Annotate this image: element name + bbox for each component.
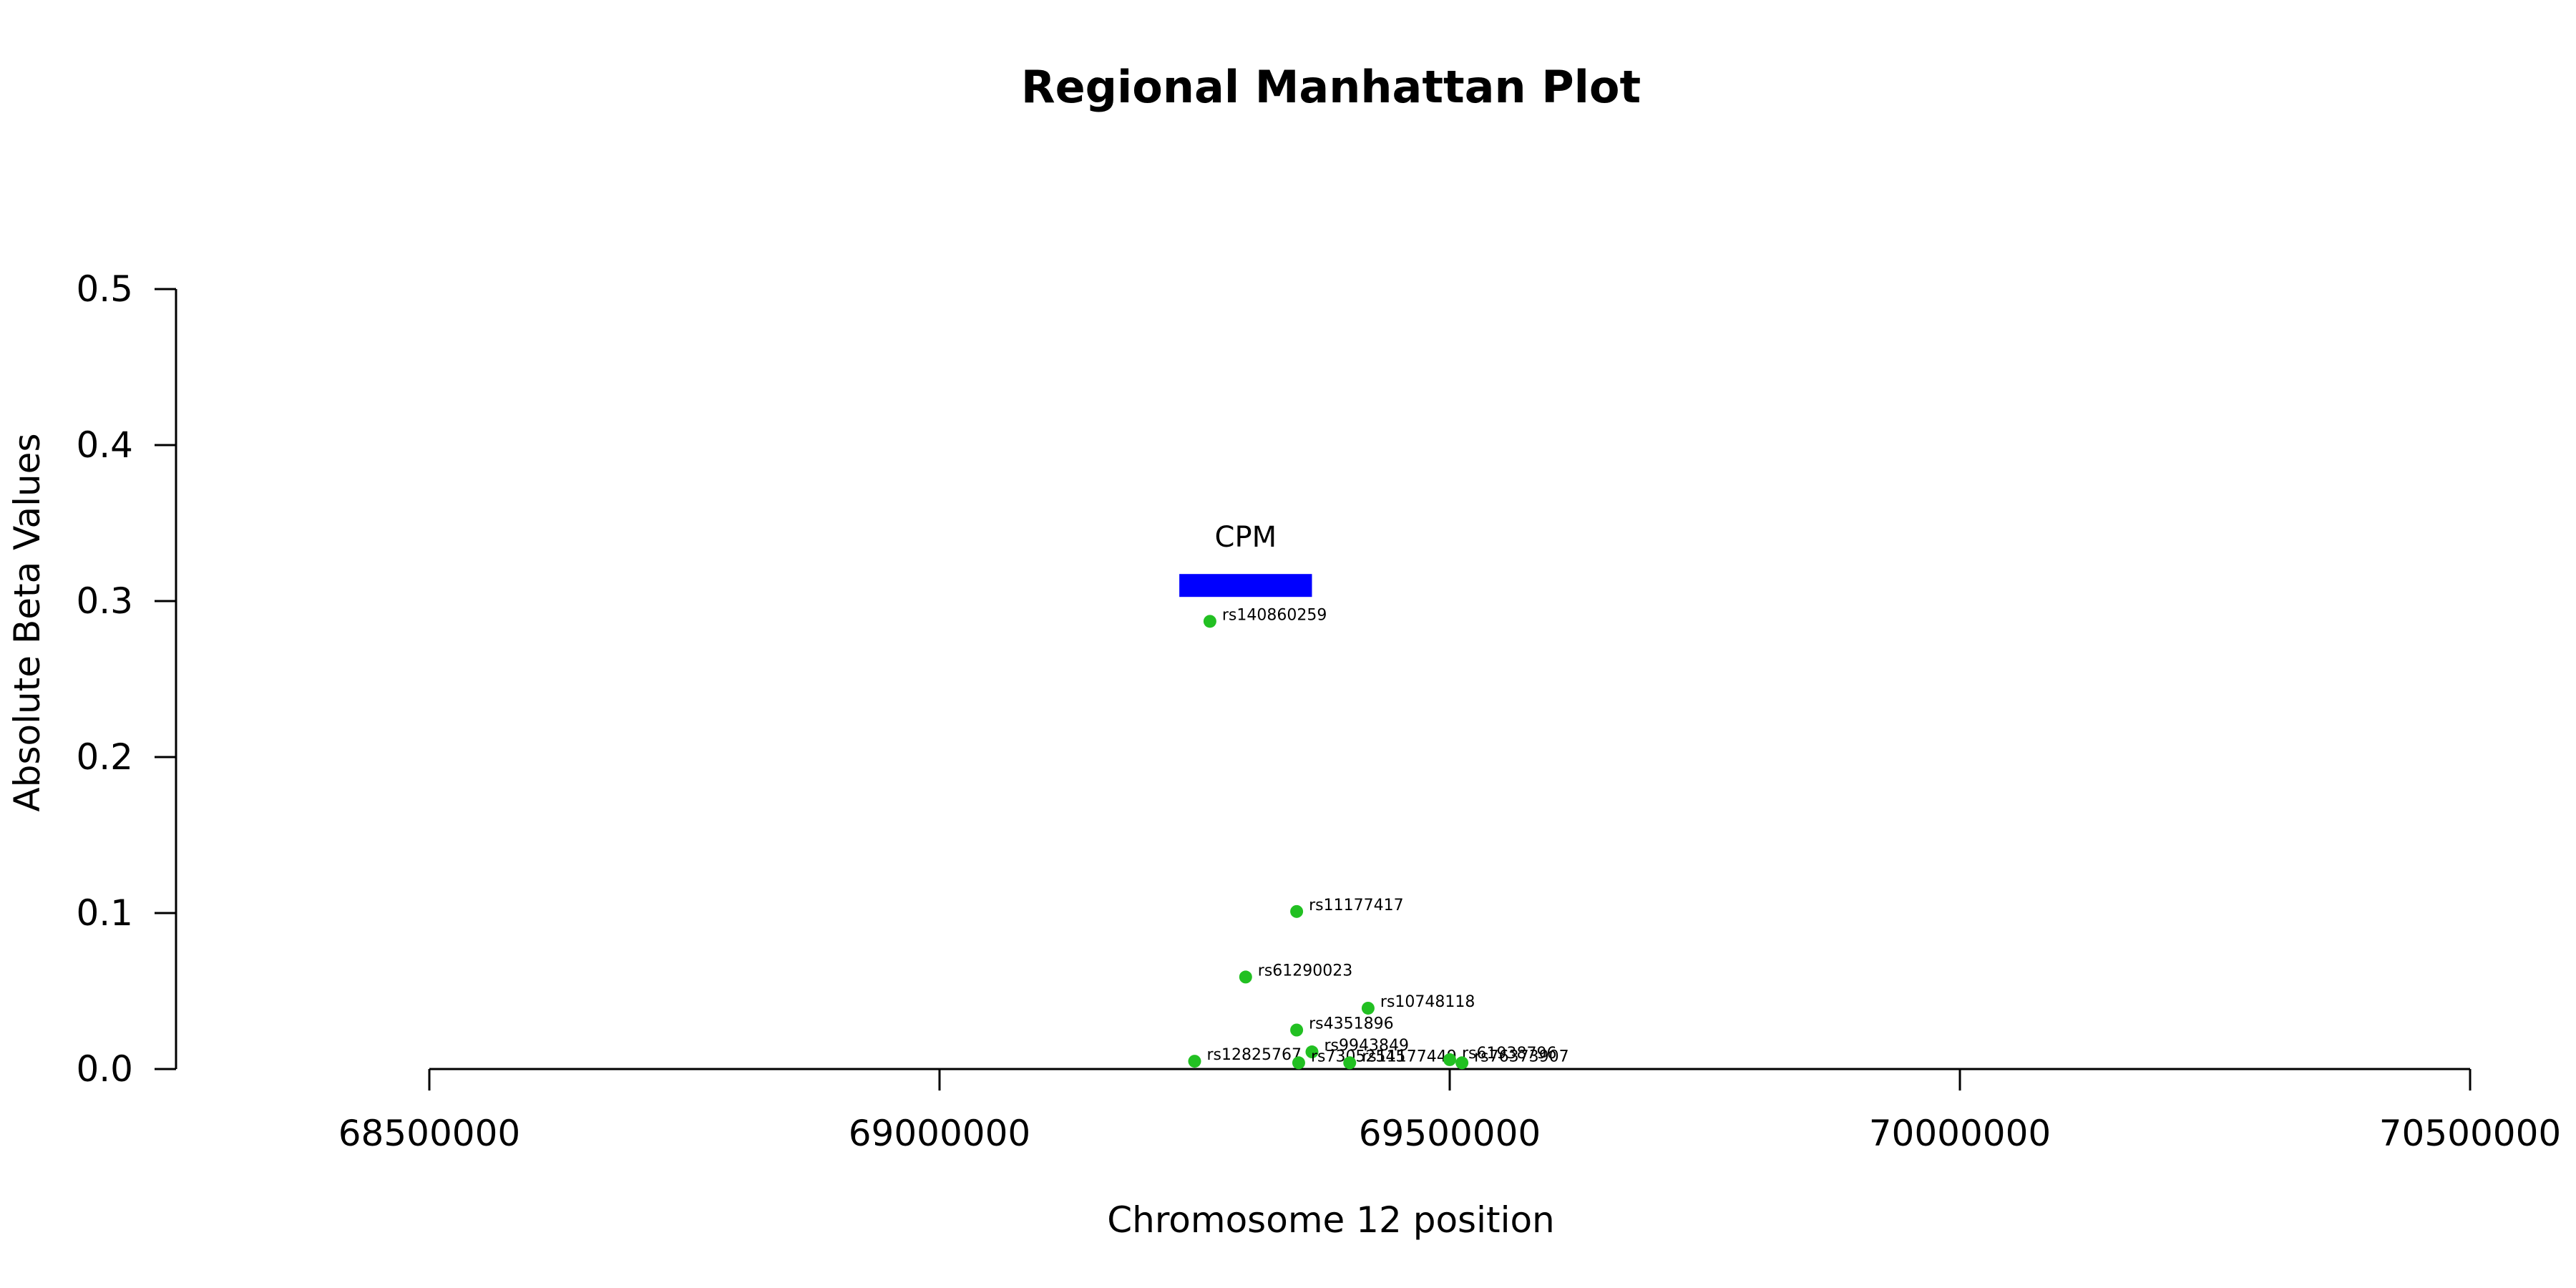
snp-label: rs9943849 — [1324, 1037, 1409, 1055]
snp-label: rs12825767 — [1207, 1046, 1302, 1064]
snp-point — [1343, 1056, 1357, 1070]
y-tick-label: 0.3 — [76, 580, 133, 622]
snp-point — [1455, 1056, 1469, 1070]
snp-point — [1305, 1045, 1319, 1059]
x-tick-label: 70500000 — [2379, 1113, 2562, 1154]
x-axis-label: Chromosome 12 position — [1107, 1199, 1555, 1241]
snp-point — [1292, 1056, 1305, 1070]
snp-label: rs10748118 — [1380, 993, 1475, 1011]
y-axis-label: Absolute Beta Values — [6, 434, 48, 812]
snp-label: rs11177449 — [1362, 1048, 1456, 1065]
y-tick-label: 0.5 — [76, 268, 133, 310]
snp-point — [1188, 1055, 1201, 1068]
snp-label: rs4351896 — [1309, 1015, 1394, 1033]
axes: 0.0 0.1 0.2 0.3 0.4 0.5 68500000 69000000 695000… — [76, 268, 2561, 1154]
y-tick-label: 0.0 — [76, 1048, 133, 1090]
snp-label: rs140860259 — [1222, 606, 1327, 624]
gene-layer: CPM — [1179, 521, 1312, 597]
snp-label: rs61938796 — [1462, 1045, 1556, 1063]
snp-label: rs73052545 — [1311, 1048, 1405, 1065]
chart-title: Regional Manhattan Plot — [1021, 61, 1641, 113]
x-tick-label: 69000000 — [849, 1113, 1031, 1154]
gene-bar — [1179, 574, 1312, 597]
y-tick-label: 0.4 — [76, 424, 133, 466]
x-tick-label: 69500000 — [1359, 1113, 1541, 1154]
x-tick-label: 70000000 — [1869, 1113, 2051, 1154]
y-tick-label: 0.2 — [76, 736, 133, 778]
points-layer: rs140860259 rs11177417 rs61290023 rs1074811… — [1188, 606, 1569, 1070]
snp-point — [1203, 615, 1216, 628]
snp-label: rs76373907 — [1474, 1048, 1568, 1065]
gene-label: CPM — [1215, 521, 1277, 554]
snp-point — [1290, 904, 1304, 918]
snp-point — [1443, 1053, 1456, 1066]
snp-point — [1361, 1001, 1375, 1015]
x-tick-label: 68500000 — [338, 1113, 521, 1154]
snp-point — [1290, 1023, 1304, 1037]
y-tick-label: 0.1 — [76, 892, 133, 934]
snp-label: rs11177417 — [1309, 897, 1403, 914]
snp-point — [1239, 970, 1252, 984]
snp-label: rs61290023 — [1258, 962, 1352, 980]
